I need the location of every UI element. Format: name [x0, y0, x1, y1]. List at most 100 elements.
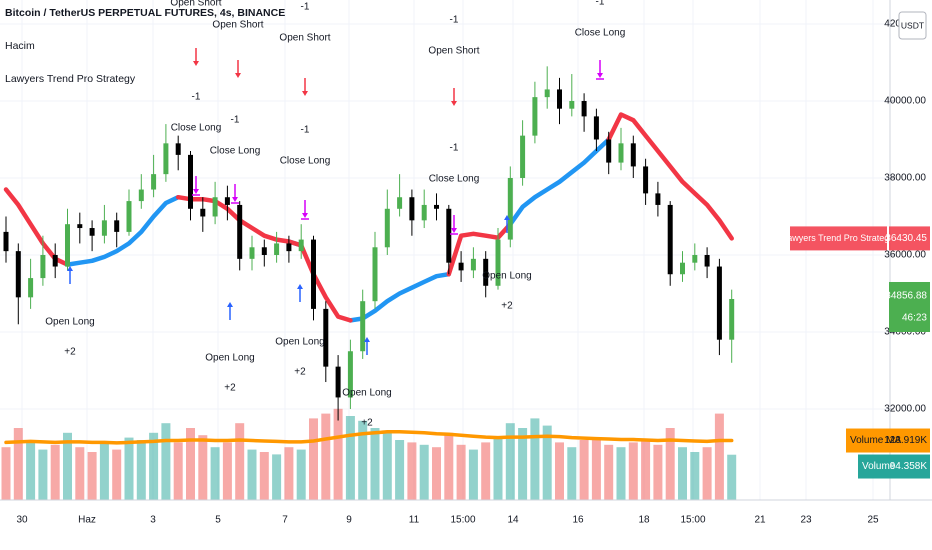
candle-body: [557, 89, 562, 109]
volume-bar: [272, 454, 282, 500]
last-price-tag: [889, 281, 930, 332]
candle-body: [311, 239, 316, 309]
candle-body: [261, 247, 267, 255]
signal-arrow-head: [232, 197, 238, 202]
x-tick-label: 9: [346, 515, 352, 526]
x-tick-label: 3: [150, 515, 156, 526]
volume-bar: [690, 452, 700, 500]
candle-body: [630, 143, 636, 167]
signals: Open Short -1 Close Long Open Short -1 Close …: [45, 0, 625, 429]
volume-bar: [481, 442, 491, 500]
x-tick-label: 11: [409, 515, 420, 526]
candle-body: [237, 204, 243, 259]
volume-bar: [161, 423, 171, 500]
volume-bar: [665, 428, 675, 500]
currency-label[interactable]: USDT: [901, 20, 924, 30]
candle-body: [200, 208, 206, 217]
candle-body: [224, 197, 230, 205]
volume-bar: [198, 435, 208, 500]
volume-bar: [579, 440, 589, 500]
x-tick-label: 5: [215, 515, 221, 526]
volume-bar: [210, 447, 220, 500]
candle-body: [655, 193, 661, 205]
signal-arrow-head: [297, 284, 303, 289]
chart-title: Bitcoin / TetherUS PERPETUAL FUTURES, 4s…: [5, 7, 285, 19]
signal-arrow-head: [235, 73, 241, 78]
signal-label: Open Long: [482, 271, 532, 282]
volume-bar: [358, 420, 368, 500]
volume-bar: [173, 442, 183, 500]
signal-label: Open Long: [205, 353, 255, 364]
volume-bar: [321, 413, 331, 500]
x-tick-label: 25: [867, 515, 879, 526]
volume-bar: [678, 447, 687, 500]
x-tick-label: 15:00: [680, 515, 705, 526]
x-tick-label: 14: [507, 515, 519, 526]
strategy-tag-value-box: [889, 226, 930, 251]
x-tick-label: 30: [16, 515, 28, 526]
signal-arrow-head: [193, 61, 199, 66]
volume-bar: [136, 440, 146, 500]
candle-body: [495, 239, 501, 286]
volume-bar: [284, 447, 294, 500]
signal-arrow-head: [302, 91, 308, 96]
volume-bar: [382, 432, 392, 500]
volume-ma-tag: [846, 428, 930, 453]
volume-bar: [641, 440, 651, 500]
signal-label: -1: [450, 15, 459, 26]
candle-body: [28, 278, 34, 298]
volume-bar: [50, 444, 60, 500]
candle-body: [323, 308, 329, 367]
volume-tag-name: Volume: [862, 461, 896, 472]
volume-bar: [13, 428, 23, 500]
candle-body: [643, 166, 649, 194]
volume-bar: [259, 452, 269, 500]
volume-legend: Hacim: [5, 40, 35, 52]
volume-bar: [456, 444, 466, 500]
candle-body: [15, 251, 21, 298]
countdown: 46:23: [902, 313, 927, 324]
candle-body: [114, 220, 120, 232]
volume-bar: [38, 449, 48, 500]
candle-body: [163, 143, 169, 175]
signal-arrow-head: [597, 73, 603, 78]
candle-body: [274, 243, 280, 255]
candle-body: [126, 201, 132, 232]
candle-body: [52, 254, 58, 267]
x-tick-label: 16: [572, 515, 584, 526]
candle-body: [347, 351, 353, 398]
volume-tag-value: 94.358K: [890, 461, 928, 472]
y-tick-label: 38000.00: [884, 173, 926, 184]
x-tick-label: Haz: [78, 515, 96, 526]
volume-bar: [493, 437, 503, 500]
candle-body: [606, 139, 612, 163]
candle-body: [89, 228, 95, 236]
currency-button[interactable]: [898, 11, 927, 40]
signal-label: -1: [450, 143, 459, 154]
volume-bar: [419, 444, 429, 500]
signal-label: Close Long: [280, 156, 331, 167]
candle-body: [593, 116, 599, 140]
volume-bar: [149, 432, 159, 500]
candle-body: [729, 298, 735, 340]
signal-label: -1: [301, 125, 310, 136]
signal-label: +2: [64, 347, 76, 358]
volume-bar: [407, 442, 417, 500]
y-tick-label: 34000.00: [884, 327, 926, 338]
candle-body: [618, 143, 624, 163]
volume-bar: [505, 423, 515, 500]
volume-pane: [1, 408, 737, 500]
candle-body: [360, 301, 366, 352]
candle-body: [3, 231, 9, 252]
signal-label: +2: [501, 301, 513, 312]
trend-line: [3, 112, 734, 323]
volume-bar: [75, 447, 85, 500]
volume-bar: [714, 413, 724, 500]
x-tick-label: 21: [754, 515, 766, 526]
signal-label: +2: [361, 418, 373, 429]
signal-label: -1: [301, 2, 310, 13]
candle-body: [483, 258, 489, 286]
candle-body: [704, 254, 710, 267]
volume-bar: [591, 437, 601, 500]
